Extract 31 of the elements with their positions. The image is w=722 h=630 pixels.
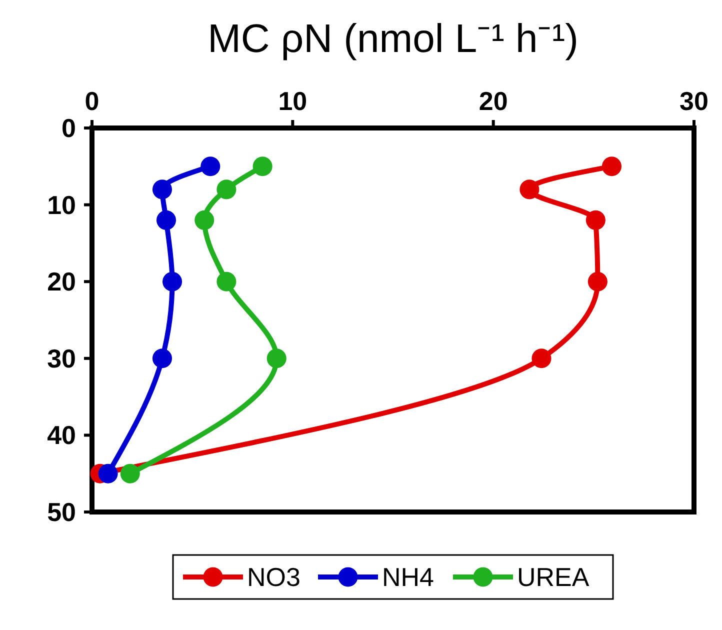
y-tick-label: 0 xyxy=(62,113,76,143)
point xyxy=(156,210,176,230)
point xyxy=(194,210,214,230)
legend-label: UREA xyxy=(517,562,590,592)
point xyxy=(200,156,220,176)
x-tick-label: 0 xyxy=(84,86,100,116)
point xyxy=(216,180,236,200)
chart-title: MC ρN (nmol L⁻¹ h⁻¹) xyxy=(208,17,578,61)
y-tick-label: 20 xyxy=(47,266,76,297)
y-tick-label: 10 xyxy=(47,190,76,220)
point xyxy=(216,272,236,292)
x-tick-label: 30 xyxy=(680,86,708,116)
legend-label: NO3 xyxy=(247,562,300,592)
point xyxy=(586,210,606,230)
x-tick-label: 10 xyxy=(278,86,308,116)
y-tick-label: 30 xyxy=(47,343,76,374)
point xyxy=(152,180,172,200)
x-tick-label: 20 xyxy=(478,86,508,116)
point xyxy=(588,272,608,292)
point xyxy=(98,464,118,484)
point xyxy=(120,464,140,484)
y-tick-label: 50 xyxy=(47,497,76,527)
legend-label: NH4 xyxy=(382,562,434,592)
point xyxy=(602,156,622,176)
point xyxy=(152,348,172,368)
point xyxy=(266,348,286,368)
point xyxy=(532,348,552,368)
point xyxy=(162,272,182,292)
y-tick-label: 40 xyxy=(47,420,76,450)
point xyxy=(252,156,272,176)
point xyxy=(520,180,540,200)
